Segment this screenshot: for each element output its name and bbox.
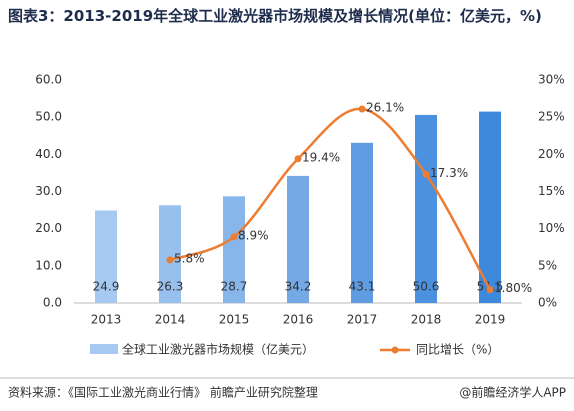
bar: [287, 175, 309, 303]
y-tick-label: 20.0: [35, 221, 62, 235]
x-tick-label: 2017: [347, 313, 378, 327]
line-marker: [486, 286, 494, 294]
credit: @前瞻经济学人APP: [459, 385, 566, 400]
y2-tick-label: 0%: [538, 296, 557, 310]
line-marker: [358, 105, 366, 113]
line-value-label: 19.4%: [302, 150, 340, 164]
bar: [415, 114, 437, 303]
y-tick-label: 10.0: [35, 258, 62, 272]
bar-value-label: 50.6: [413, 280, 440, 294]
bar-value-label: 28.7: [221, 280, 248, 294]
legend-swatch: [391, 346, 399, 354]
bar: [159, 205, 181, 303]
y2-tick-label: 10%: [538, 221, 565, 235]
bar: [95, 210, 117, 303]
bar-value-label: 43.1: [349, 280, 376, 294]
bar: [351, 142, 373, 303]
y-tick-label: 30.0: [35, 184, 62, 198]
line-value-label: 5.8%: [174, 251, 205, 265]
legend-swatch: [90, 344, 118, 354]
y2-tick-label: 20%: [538, 147, 565, 161]
bar: [479, 111, 501, 303]
x-tick-label: 2014: [155, 313, 186, 327]
legend-label: 全球工业激光器市场规模（亿美元）: [122, 342, 314, 357]
y-tick-label: 40.0: [35, 147, 62, 161]
x-tick-label: 2016: [283, 313, 314, 327]
line-marker: [294, 155, 302, 163]
chart-title: 图表3：2013-2019年全球工业激光器市场规模及增长情况(单位：亿美元，%): [8, 7, 542, 25]
y2-tick-label: 15%: [538, 184, 565, 198]
growth-line: [169, 107, 492, 291]
line-value-label: 26.1%: [366, 100, 404, 114]
bar-value-label: 34.2: [285, 280, 312, 294]
bar: [223, 196, 245, 303]
x-tick-label: 2015: [219, 313, 250, 327]
y-tick-label: 60.0: [35, 73, 62, 87]
line-value-label: 8.9%: [238, 228, 269, 242]
line-marker: [166, 256, 174, 264]
legend-label: 同比增长（%）: [416, 343, 499, 357]
line-value-label: 17.3%: [430, 166, 468, 180]
y-tick-label: 0.0: [43, 296, 62, 310]
y2-tick-label: 30%: [538, 73, 565, 87]
bar-value-label: 24.9: [93, 280, 120, 294]
line-value-label: 1.80%: [494, 281, 532, 295]
y-tick-label: 50.0: [35, 110, 62, 124]
y2-tick-label: 5%: [538, 258, 557, 272]
line-marker: [422, 170, 430, 178]
source: 资料来源：《国际工业激光商业行情》 前瞻产业研究院整理: [8, 385, 318, 400]
line-marker: [230, 233, 238, 241]
x-tick-label: 2018: [411, 313, 442, 327]
y2-tick-label: 25%: [538, 110, 565, 124]
x-tick-label: 2019: [475, 313, 506, 327]
x-tick-label: 2013: [91, 313, 122, 327]
bar-value-label: 26.3: [157, 280, 184, 294]
